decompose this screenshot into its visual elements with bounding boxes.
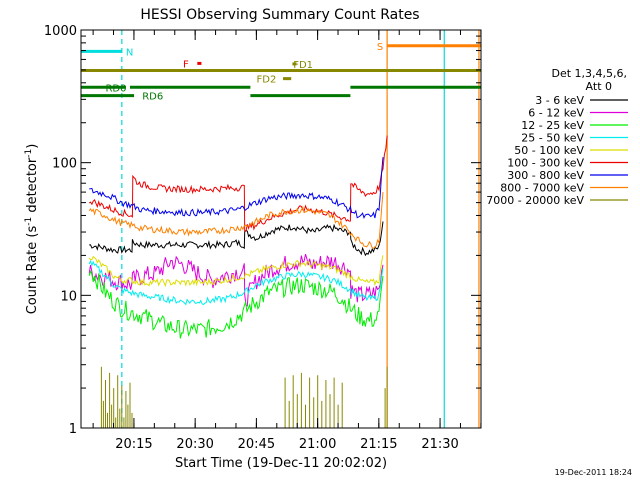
y-tick-label: 100 [52,157,77,172]
y-axis-label-sup: -1 [24,217,34,226]
series-lines [88,135,388,428]
legend-entry-label: 100 - 300 keV [507,157,584,170]
series-line [88,269,384,339]
plot-frame [80,29,482,429]
flag-label: RD0 [105,83,126,94]
footer-timestamp: 19-Dec-2011 18:24 [555,468,632,477]
flag-bars: N S F FD1 FD2 RD0 RD6 [81,42,481,103]
axes: 1 10 100 1000 20:15 20:30 20:45 21:00 21:15 21:30 [44,24,482,452]
y-tick-label: 1000 [44,24,77,39]
y-tick-label: 1 [69,422,77,437]
legend-entry-label: 6 - 12 keV [528,107,584,120]
series-line [89,221,384,257]
legend-entry-label: 50 - 100 keV [514,144,584,157]
x-axis-label: Start Time (19-Dec-11 20:02:02) [175,456,387,471]
x-tick-label: 21:00 [299,437,336,452]
y-axis-label-part: detector [25,157,40,217]
y-axis-label-part: ) [25,144,40,149]
legend-entry-label: 3 - 6 keV [535,94,584,107]
y-tick-label: 10 [60,289,77,304]
flag-label: FD1 [293,60,313,71]
chart-title: HESSI Observing Summary Count Rates [140,7,419,23]
series-line [88,254,384,307]
flag-label: S [377,42,383,53]
x-tick-label: 20:45 [238,437,275,452]
series-line [88,192,384,249]
series-line [89,157,384,220]
x-tick-label: 21:30 [421,437,458,452]
x-tick-label: 20:15 [115,437,152,452]
y-axis-label-sup: -1 [24,149,34,158]
y-axis-label-part: Count Rate (s [25,226,40,315]
y-axis-label: Count Rate (s-1 detector-1) [24,144,40,315]
flag-label: N [126,47,133,58]
flag-label: F [183,59,189,70]
legend-entry-label: 12 - 25 keV [521,119,584,132]
legend-entry-label: 800 - 7000 keV [500,182,584,195]
flag-label: FD2 [257,75,277,86]
legend-entry-label: 25 - 50 keV [521,132,584,145]
x-tick-label: 20:30 [176,437,213,452]
series-line [88,135,388,232]
series-line [88,255,384,288]
x-tick-label: 21:15 [360,437,397,452]
legend-entry-label: 7000 - 20000 keV [486,194,584,207]
series-line [100,366,388,428]
legend-header-att: Att 0 [586,80,612,93]
legend-header: Det 1,3,4,5,6, [551,67,627,80]
legend-entry-label: 300 - 800 keV [507,169,584,182]
series-line [88,259,384,306]
flag-label: RD6 [142,92,163,103]
